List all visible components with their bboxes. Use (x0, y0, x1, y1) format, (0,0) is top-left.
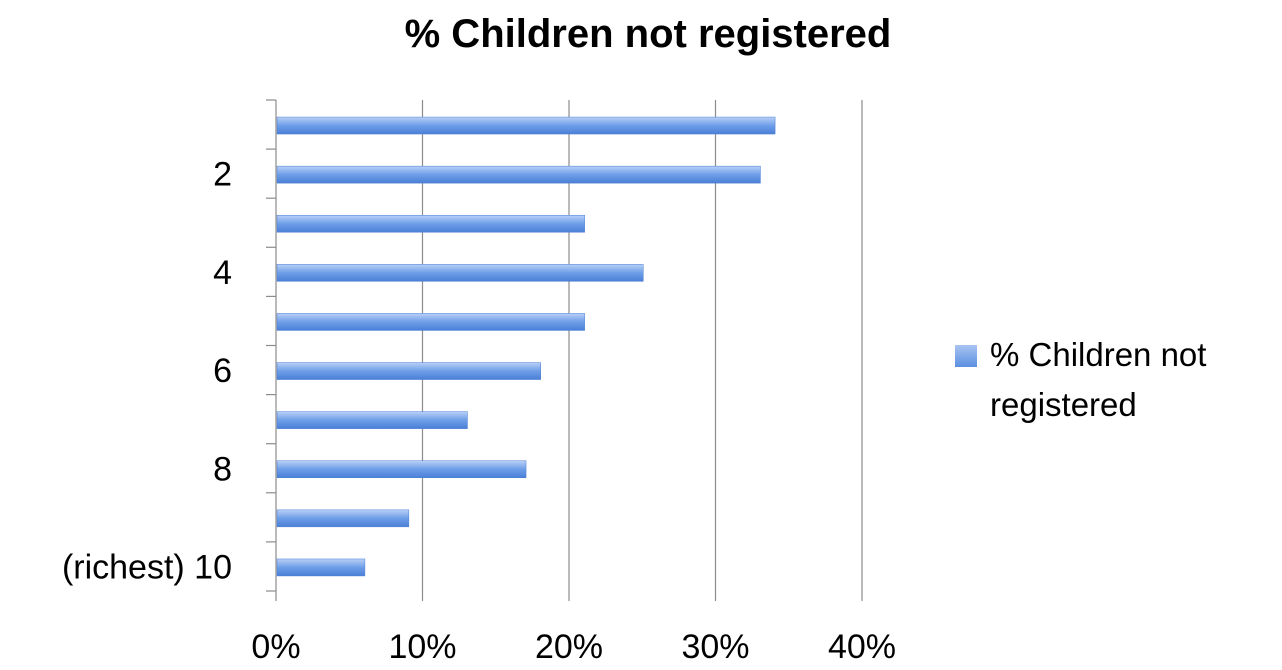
x-tick-label: 10% (388, 628, 456, 666)
x-tick-label: 0% (251, 628, 300, 666)
y-tick-label: (richest) 10 (62, 548, 232, 586)
x-tick-label: 20% (535, 628, 603, 666)
y-tick-label: 8 (213, 450, 232, 488)
bar (276, 313, 585, 331)
legend-label-line-1: % Children not (990, 336, 1207, 373)
chart-title: % Children not registered (404, 12, 892, 56)
legend-label-line-2: registered (990, 386, 1137, 423)
bar (276, 509, 410, 528)
x-tick-label: 30% (681, 628, 749, 666)
bar (276, 165, 761, 184)
legend: % Children not registered (955, 330, 1282, 430)
bar (276, 411, 468, 429)
bar (276, 215, 585, 233)
x-tick-label: 40% (828, 628, 896, 666)
bar (276, 264, 644, 282)
bar (276, 116, 776, 135)
bar (276, 558, 366, 577)
bar (276, 460, 527, 478)
legend-swatch (955, 345, 977, 367)
y-tick-label: 6 (213, 352, 232, 390)
y-tick-label: 4 (213, 254, 232, 292)
bar (276, 362, 541, 380)
y-tick-label: 2 (213, 156, 232, 194)
